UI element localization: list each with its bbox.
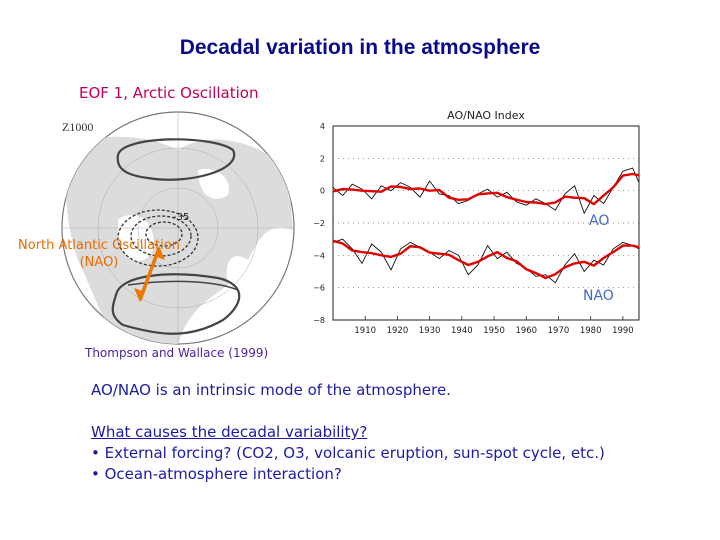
y-tick-label: −4 <box>313 251 325 260</box>
x-tick-label: 1960 <box>515 326 537 336</box>
x-tick-label: 1910 <box>354 326 376 336</box>
z1000-label: Z1000 <box>62 120 93 134</box>
x-tick-label: 1920 <box>387 326 409 336</box>
series-line-ao-smoothed <box>332 172 640 206</box>
positive-contour-north <box>116 138 236 181</box>
y-tick-label: −2 <box>313 219 325 228</box>
nao-label-line2: (NAO) <box>79 255 119 270</box>
nao-arrowhead-top <box>154 246 165 260</box>
contour-value-label: -35 <box>173 212 189 223</box>
x-tick-label: 1930 <box>419 326 441 336</box>
chart-title: AO/NAO Index <box>447 109 525 122</box>
series-label-ao: AO <box>589 213 609 229</box>
polar-map: -35 Z1000 <box>61 111 295 345</box>
y-tick-labels: 4 2 0 −2 −4 −6 −8 <box>313 122 325 325</box>
series-line-nao-smoothed <box>332 239 640 280</box>
eof-label: EOF 1, Arctic Oscillation <box>79 84 259 102</box>
y-tick-label: 2 <box>320 154 325 163</box>
x-tick-label: 1970 <box>548 326 570 336</box>
y-tick-label: −8 <box>313 316 325 325</box>
negative-contours <box>117 209 199 267</box>
x-tick-label: 1950 <box>483 326 505 336</box>
series-lines <box>332 167 640 284</box>
y-tick-label: 4 <box>320 122 325 131</box>
x-tick-label: 1940 <box>451 326 473 336</box>
positive-contour-inner <box>127 280 239 291</box>
body-text: AO/NAO is an intrinsic mode of the atmos… <box>91 380 605 485</box>
y-tick-label: −6 <box>313 284 325 293</box>
series-label-nao: NAO <box>583 288 614 304</box>
slide-title: Decadal variation in the atmosphere <box>179 36 541 59</box>
ao-nao-chart: AO/NAO Index 4 2 0 −2 −4 −6 −8 1910 1920 1930 194… <box>313 109 640 336</box>
question: What causes the decadal variability? <box>91 423 368 441</box>
y-tick-label: 0 <box>320 187 325 196</box>
positive-contour-south <box>111 273 241 335</box>
citation: Thompson and Wallace (1999) <box>85 346 269 360</box>
nao-dipole-arrow <box>138 247 161 301</box>
x-tick-label: 1990 <box>612 326 634 336</box>
x-tick-labels: 1910 1920 1930 1940 1950 1960 1970 1980 1990 <box>354 326 633 336</box>
nao-arrowhead-bottom <box>134 288 145 302</box>
graticule <box>62 112 294 344</box>
bullet-ocean-atmosphere: • Ocean-atmosphere interaction? <box>91 465 342 483</box>
x-tick-label: 1980 <box>580 326 602 336</box>
nao-label: North Atlantic Oscillation (NAO) <box>4 237 194 271</box>
nao-label-line1: North Atlantic Oscillation <box>18 238 180 253</box>
statement: AO/NAO is an intrinsic mode of the atmos… <box>91 381 451 399</box>
bullet-external-forcing: • External forcing? (CO2, O3, volcanic e… <box>91 444 605 462</box>
